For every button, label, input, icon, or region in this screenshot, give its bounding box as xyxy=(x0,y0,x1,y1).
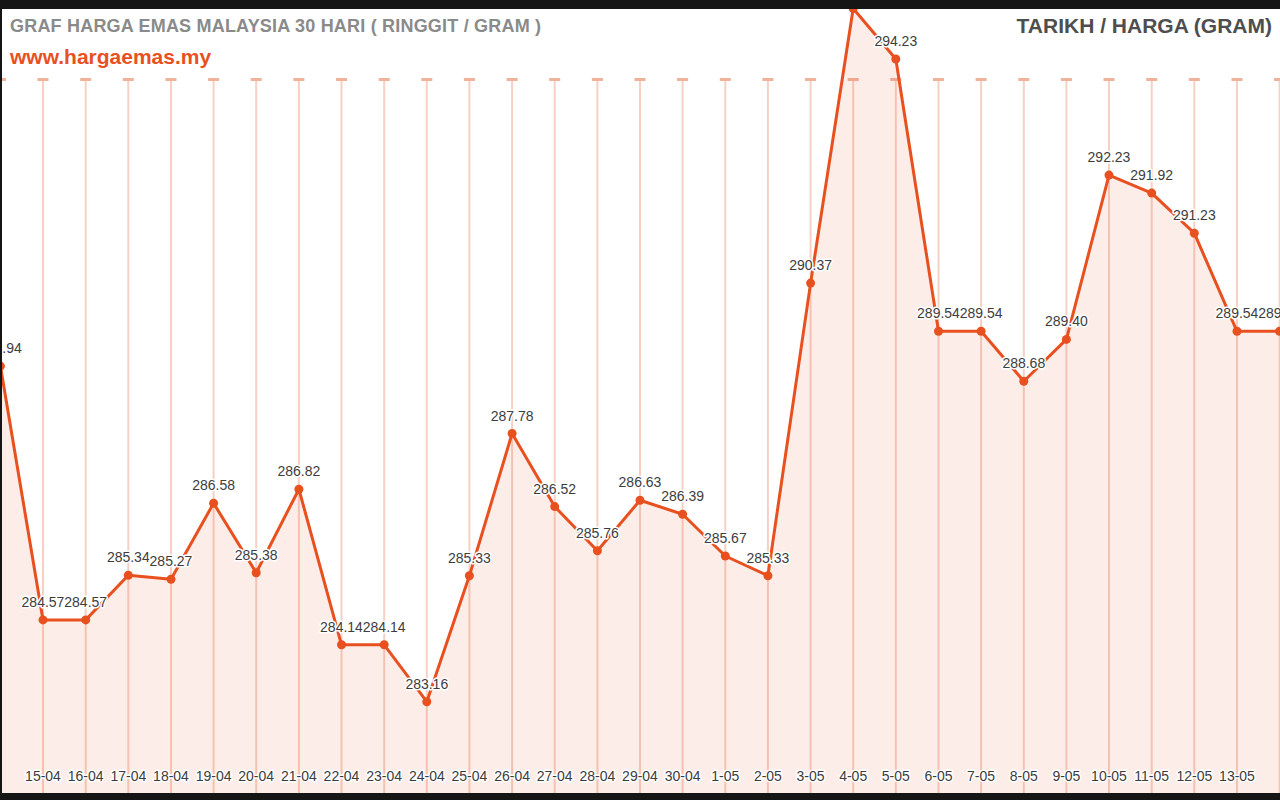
svg-text:292.23: 292.23 xyxy=(1088,149,1131,165)
svg-text:291.92: 291.92 xyxy=(1130,167,1173,183)
svg-text:286.58: 286.58 xyxy=(192,477,235,493)
svg-text:10-05: 10-05 xyxy=(1091,768,1127,784)
svg-text:285.27: 285.27 xyxy=(150,553,193,569)
svg-text:285.34: 285.34 xyxy=(107,549,150,565)
svg-text:4-05: 4-05 xyxy=(839,768,867,784)
svg-text:18-04: 18-04 xyxy=(153,768,189,784)
svg-text:2-05: 2-05 xyxy=(754,768,782,784)
website-link[interactable]: www.hargaemas.my xyxy=(10,45,211,69)
svg-text:286.52: 286.52 xyxy=(533,481,576,497)
svg-text:289.40: 289.40 xyxy=(1045,313,1088,329)
svg-text:27-04: 27-04 xyxy=(537,768,573,784)
svg-text:22-04: 22-04 xyxy=(324,768,360,784)
svg-text:23-04: 23-04 xyxy=(366,768,402,784)
svg-text:286.82: 286.82 xyxy=(277,463,320,479)
svg-text:284.57: 284.57 xyxy=(22,594,65,610)
svg-text:287.78: 287.78 xyxy=(491,408,534,424)
svg-text:26-04: 26-04 xyxy=(494,768,530,784)
svg-text:289.54: 289.54 xyxy=(960,305,1003,321)
svg-text:291.23: 291.23 xyxy=(1173,207,1216,223)
svg-text:290.37: 290.37 xyxy=(789,257,832,273)
svg-text:9-05: 9-05 xyxy=(1052,768,1080,784)
svg-text:289.54: 289.54 xyxy=(1258,305,1280,321)
svg-text:6-05: 6-05 xyxy=(924,768,952,784)
svg-text:285.67: 285.67 xyxy=(704,530,747,546)
svg-text:289.54: 289.54 xyxy=(917,305,960,321)
svg-text:286.39: 286.39 xyxy=(661,488,704,504)
svg-text:283.16: 283.16 xyxy=(405,676,448,692)
svg-text:284.14: 284.14 xyxy=(363,619,406,635)
svg-text:285.38: 285.38 xyxy=(235,547,278,563)
svg-text:288.68: 288.68 xyxy=(1002,355,1045,371)
svg-text:285.76: 285.76 xyxy=(576,525,619,541)
svg-text:286.63: 286.63 xyxy=(619,474,662,490)
svg-text:5-05: 5-05 xyxy=(882,768,910,784)
svg-text:285.33: 285.33 xyxy=(746,550,789,566)
svg-text:289.54: 289.54 xyxy=(1216,305,1259,321)
price-chart: 15-04 16-04 17-04 18-04 19-04 20-04 21-04 22-04… xyxy=(0,0,1280,800)
svg-text:25-04: 25-04 xyxy=(451,768,487,784)
svg-text:11-05: 11-05 xyxy=(1134,768,1169,784)
svg-text:3-05: 3-05 xyxy=(797,768,825,784)
page-title: GRAF HARGA EMAS MALAYSIA 30 HARI ( RINGG… xyxy=(10,16,541,37)
svg-text:16-04: 16-04 xyxy=(68,768,104,784)
axis-legend: TARIKH / HARGA (GRAM) xyxy=(1017,14,1272,38)
svg-text:24-04: 24-04 xyxy=(409,768,445,784)
svg-text:28-04: 28-04 xyxy=(579,768,615,784)
svg-text:15-04: 15-04 xyxy=(25,768,61,784)
svg-text:8-05: 8-05 xyxy=(1010,768,1038,784)
svg-text:7-05: 7-05 xyxy=(967,768,995,784)
svg-text:13-05: 13-05 xyxy=(1219,768,1255,784)
x-axis-labels: 15-04 16-04 17-04 18-04 19-04 20-04 21-04 22-04… xyxy=(25,768,1255,784)
svg-text:288.94: 288.94 xyxy=(0,340,22,356)
svg-text:1-05: 1-05 xyxy=(711,768,739,784)
gold-price-chart-page: 15-04 16-04 17-04 18-04 19-04 20-04 21-04 22-04… xyxy=(0,0,1280,800)
svg-text:12-05: 12-05 xyxy=(1176,768,1212,784)
svg-text:284.57: 284.57 xyxy=(64,594,107,610)
svg-text:294.23: 294.23 xyxy=(874,33,917,49)
svg-text:21-04: 21-04 xyxy=(281,768,317,784)
svg-text:29-04: 29-04 xyxy=(622,768,658,784)
svg-text:17-04: 17-04 xyxy=(110,768,146,784)
svg-text:30-04: 30-04 xyxy=(665,768,701,784)
svg-text:20-04: 20-04 xyxy=(238,768,274,784)
svg-text:19-04: 19-04 xyxy=(196,768,232,784)
svg-text:284.14: 284.14 xyxy=(320,619,363,635)
svg-text:285.33: 285.33 xyxy=(448,550,491,566)
